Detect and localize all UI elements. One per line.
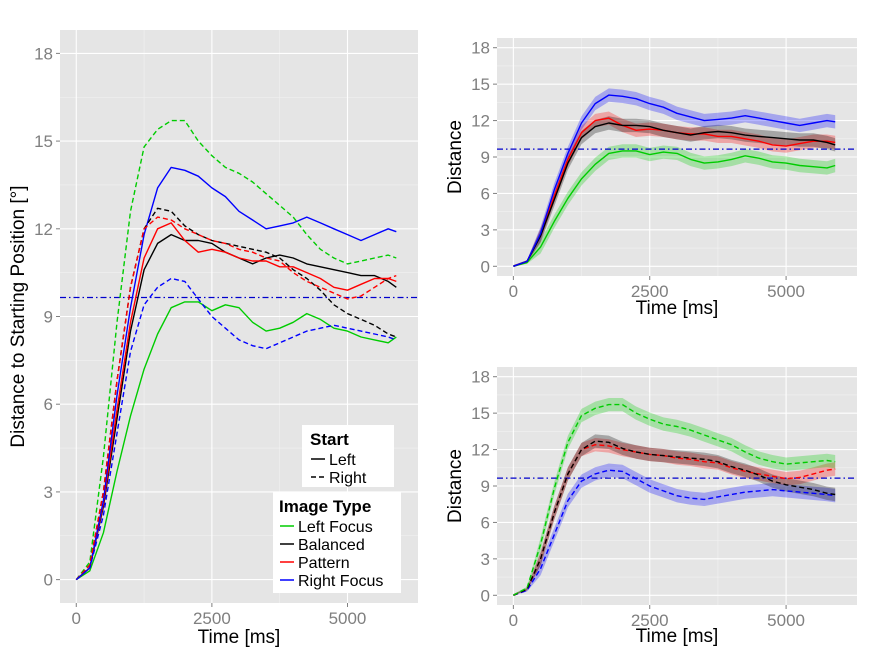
main-y-axis-title: Distance to Starting Position [°] bbox=[8, 185, 29, 447]
bottom-right-y-axis-title: Distance bbox=[445, 449, 466, 523]
bottom-right-x-axis-title: Time [ms] bbox=[636, 626, 719, 647]
legend-start-background bbox=[302, 425, 394, 487]
main-y-tick-label: 0 bbox=[44, 571, 53, 590]
bottom-right-x-tick-label: 5000 bbox=[767, 611, 805, 630]
top-right-x-axis-title: Time [ms] bbox=[636, 298, 719, 319]
main-series-right-focus-right bbox=[75, 277, 397, 581]
top-right-series-right-focus-left bbox=[513, 94, 836, 267]
bottom-right-y-tick-label: 3 bbox=[481, 550, 490, 569]
top-right-y-tick-label: 9 bbox=[481, 148, 490, 167]
bottom-right-y-tick-label: 6 bbox=[481, 513, 490, 532]
main-y-tick-label: 15 bbox=[34, 132, 53, 151]
main-series-pattern-right bbox=[75, 216, 397, 581]
top-right-series-balanced-left bbox=[513, 122, 836, 267]
legend-label-pattern: Pattern bbox=[298, 555, 350, 572]
top-right-chart-panel: 0 3 6 9 12 15 18 0 2500 5000 Time [ms] Distance bbox=[445, 38, 857, 319]
top-right-y-tick-label: 12 bbox=[471, 112, 490, 131]
bottom-right-band-right-focus-right bbox=[513, 463, 836, 596]
legend-start-label-right: Right bbox=[329, 470, 367, 487]
bottom-right-y-tick-label: 12 bbox=[471, 441, 490, 460]
bottom-right-x-tick-label: 2500 bbox=[631, 611, 669, 630]
legend-start: Start Left Right bbox=[302, 425, 394, 487]
legend-label-left-focus: Left Focus bbox=[298, 519, 373, 536]
bottom-right-x-tick-label: 0 bbox=[509, 611, 518, 630]
top-right-x-tick-label: 0 bbox=[509, 282, 518, 301]
legend-image-type-background bbox=[273, 492, 401, 593]
main-y-tick-label: 9 bbox=[44, 308, 53, 327]
main-chart-panel: 0 3 6 9 12 15 18 0 2500 5000 Time [ms] Distance to … bbox=[8, 30, 418, 648]
top-right-y-tick-label: 0 bbox=[481, 257, 490, 276]
bottom-right-y-tick-label: 0 bbox=[481, 586, 490, 605]
main-x-tick-label: 0 bbox=[72, 609, 81, 628]
main-x-tick-label: 2500 bbox=[193, 609, 231, 628]
bottom-right-series-right-focus-right bbox=[513, 469, 836, 596]
main-series-right-focus-left bbox=[75, 166, 397, 581]
bottom-right-series-balanced-right bbox=[513, 440, 836, 596]
bottom-right-chart-panel: 0 3 6 9 12 15 18 0 2500 5000 Time [ms] Distance bbox=[445, 367, 857, 647]
legend-start-title: Start bbox=[310, 430, 349, 449]
bottom-right-series-left-focus-right bbox=[513, 403, 836, 596]
main-y-tick-label: 12 bbox=[34, 220, 53, 239]
top-right-y-tick-label: 3 bbox=[481, 221, 490, 240]
main-y-tick-label: 3 bbox=[44, 483, 53, 502]
bottom-right-y-tick-label: 9 bbox=[481, 477, 490, 496]
main-series-left-focus-left bbox=[75, 301, 397, 581]
main-series-left-focus-right bbox=[75, 119, 397, 581]
main-y-tick-label: 18 bbox=[34, 44, 53, 63]
legend-image-type: Image Type Left Focus Balanced Pattern R… bbox=[273, 492, 401, 593]
top-right-series-left-focus-left bbox=[513, 150, 836, 267]
bottom-right-band-balanced-right bbox=[513, 434, 836, 596]
top-right-y-tick-label: 6 bbox=[481, 184, 490, 203]
main-x-tick-label: 5000 bbox=[329, 609, 367, 628]
top-right-y-tick-label: 18 bbox=[471, 39, 490, 58]
legend-label-right-focus: Right Focus bbox=[298, 573, 383, 590]
main-x-axis-title: Time [ms] bbox=[198, 627, 281, 648]
bottom-right-y-tick-label: 18 bbox=[471, 368, 490, 387]
legend-image-type-title: Image Type bbox=[279, 497, 371, 516]
legend-label-balanced: Balanced bbox=[298, 537, 365, 554]
main-series-pattern-left bbox=[75, 222, 397, 581]
main-y-tick-label: 6 bbox=[44, 395, 53, 414]
bottom-right-y-tick-label: 15 bbox=[471, 404, 490, 423]
bottom-right-band-pattern-right bbox=[513, 438, 836, 596]
top-right-x-tick-label: 2500 bbox=[631, 282, 669, 301]
top-right-y-tick-label: 15 bbox=[471, 75, 490, 94]
legend-start-label-left: Left bbox=[329, 452, 356, 469]
top-right-x-tick-label: 5000 bbox=[767, 282, 805, 301]
top-right-y-axis-title: Distance bbox=[445, 120, 466, 194]
